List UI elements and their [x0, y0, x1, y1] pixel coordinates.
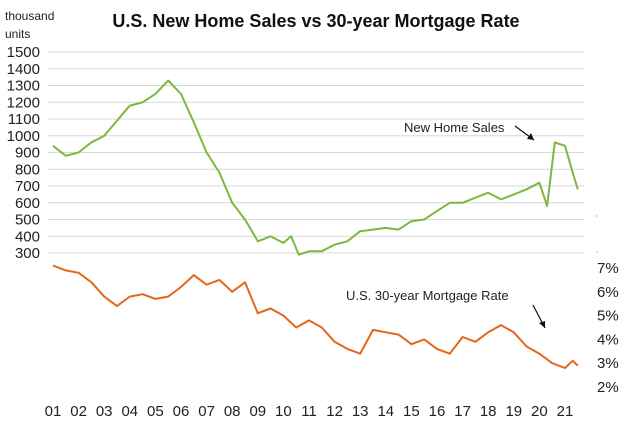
- x-tick-label: 15: [403, 403, 420, 420]
- x-tick-label: 09: [249, 403, 266, 420]
- right-tick-label: 5%: [597, 308, 619, 325]
- series-lines: [52, 79, 579, 369]
- left-tick-label: 1000: [7, 128, 40, 145]
- x-tick-label: 16: [429, 403, 446, 420]
- left-tick-label: 500: [15, 212, 40, 229]
- x-axis-ticks: 01 02 03 04 05 06 07 08 09 10 11 12 13 14 15 16 17 18 19 20…: [45, 403, 574, 420]
- x-tick-label: 04: [121, 403, 138, 420]
- left-tick-label: 1400: [7, 61, 40, 78]
- left-tick-label: 1300: [7, 78, 40, 95]
- home-sales-annotation: New Home Sales: [404, 120, 505, 135]
- x-tick-label: 21: [557, 403, 574, 420]
- x-tick-label: 12: [326, 403, 343, 420]
- x-tick-label: 10: [275, 403, 292, 420]
- left-tick-label: 700: [15, 178, 40, 195]
- x-tick-label: 06: [173, 403, 190, 420]
- left-tick-label: 1100: [8, 111, 40, 128]
- right-axis-ticks: 2% 3% 4% 5% 6% 7%: [596, 215, 619, 396]
- left-tick-label: 1200: [7, 94, 40, 111]
- x-tick-label: 17: [454, 403, 471, 420]
- chart-title: U.S. New Home Sales vs 30-year Mortgage …: [112, 11, 519, 31]
- left-tick-label: 900: [15, 145, 40, 162]
- right-tick-label: 4%: [597, 331, 619, 348]
- home-sales-line: [52, 79, 579, 256]
- x-tick-label: 03: [96, 403, 113, 420]
- x-tick-label: 02: [70, 403, 87, 420]
- gridlines: [48, 51, 584, 254]
- x-tick-label: 14: [377, 403, 394, 420]
- mortgage-rate-line: [52, 264, 579, 369]
- x-tick-label: 18: [480, 403, 497, 420]
- x-tick-label: 07: [198, 403, 215, 420]
- left-tick-label: 600: [15, 195, 40, 212]
- left-tick-label: 300: [15, 245, 40, 262]
- left-axis-unit-line1: thousand: [5, 9, 54, 23]
- x-tick-label: 01: [45, 403, 62, 420]
- x-tick-label: 05: [147, 403, 164, 420]
- mortgage-arrow-head: [539, 321, 545, 328]
- home-sales-arrow-head: [527, 133, 534, 140]
- mortgage-annotation: U.S. 30-year Mortgage Rate: [346, 288, 509, 303]
- x-tick-label: 11: [301, 403, 317, 420]
- x-tick-label: 13: [352, 403, 369, 420]
- right-tick-label: 2%: [597, 379, 619, 396]
- left-tick-label: 400: [15, 228, 40, 245]
- right-tick-label: 3%: [597, 355, 619, 372]
- x-tick-label: 08: [224, 403, 241, 420]
- x-tick-label: 20: [531, 403, 548, 420]
- right-tick-label: 7%: [597, 260, 619, 277]
- left-axis-ticks: 3004005006007008009001000110012001300140…: [7, 44, 40, 262]
- left-axis-unit-line2: units: [5, 27, 30, 41]
- left-tick-label: 800: [15, 161, 40, 178]
- left-tick-label: 1500: [7, 44, 40, 61]
- x-tick-label: 19: [505, 403, 522, 420]
- right-tick-label: 6%: [597, 284, 619, 301]
